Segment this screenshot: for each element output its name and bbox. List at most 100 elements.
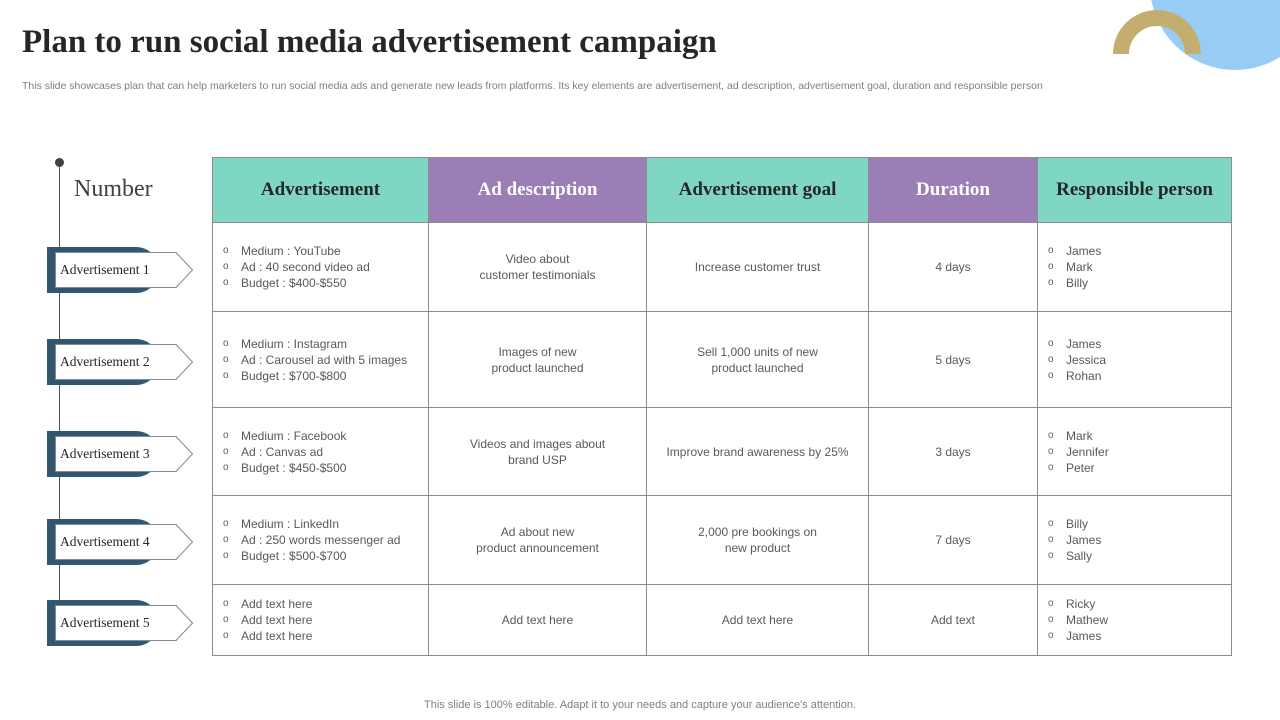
- responsible-person: James: [1048, 532, 1223, 548]
- table-row: Medium : YouTubeAd : 40 second video adB…: [212, 222, 1232, 312]
- responsible-person-cell: BillyJamesSally: [1037, 495, 1232, 585]
- column-header-advertisement-goal: Advertisement goal: [646, 157, 869, 223]
- timeline-line: [59, 163, 60, 645]
- advertisement-cell: Medium : YouTubeAd : 40 second video adB…: [212, 222, 429, 312]
- duration-cell: 4 days: [868, 222, 1038, 312]
- number-column-header: Number: [74, 176, 153, 202]
- duration-cell: 3 days: [868, 407, 1038, 496]
- responsible-person-list: JamesMarkBilly: [1048, 243, 1223, 291]
- advertisement-detail: Add text here: [223, 596, 420, 612]
- ad-description-line: product launched: [491, 360, 584, 375]
- advertisement-tag: Advertisement 4: [47, 519, 195, 565]
- column-header-advertisement: Advertisement: [212, 157, 429, 223]
- responsible-person-list: RickyMathewJames: [1048, 596, 1223, 644]
- responsible-person-cell: RickyMathewJames: [1037, 584, 1232, 656]
- advertisement-goal-cell: 2,000 pre bookings on new product: [646, 495, 869, 585]
- advertisement-goal-line: new product: [724, 541, 791, 555]
- ad-description-cell: Add text here: [428, 584, 647, 656]
- column-header-duration: Duration: [868, 157, 1038, 223]
- advertisement-tag: Advertisement 1: [47, 247, 195, 293]
- advertisement-tag-label: Advertisement 5: [55, 605, 193, 641]
- advertisement-detail: Budget : $500-$700: [223, 548, 420, 564]
- ad-description-cell: Videos and images about brand USP: [428, 407, 647, 496]
- advertisement-detail: Budget : $700-$800: [223, 368, 420, 384]
- ad-description-cell: Images of new product launched: [428, 311, 647, 408]
- advertisement-detail-list: Medium : InstagramAd : Carousel ad with …: [223, 336, 420, 384]
- advertisement-cell: Medium : InstagramAd : Carousel ad with …: [212, 311, 429, 408]
- responsible-person: Peter: [1048, 460, 1223, 476]
- advertisement-detail-list: Medium : LinkedInAd : 250 words messenge…: [223, 516, 420, 564]
- advertisement-cell: Medium : FacebookAd : Canvas adBudget : …: [212, 407, 429, 496]
- advertisement-goal-cell: Improve brand awareness by 25%: [646, 407, 869, 496]
- column-header-responsible-person: Responsible person: [1037, 157, 1232, 223]
- decorative-gold-arc: [1113, 10, 1201, 54]
- responsible-person-cell: JamesJessicaRohan: [1037, 311, 1232, 408]
- responsible-person: James: [1048, 628, 1223, 644]
- responsible-person: James: [1048, 243, 1223, 259]
- advertisement-detail: Medium : YouTube: [223, 243, 420, 259]
- advertisement-detail: Medium : Instagram: [223, 336, 420, 352]
- slide-title: Plan to run social media advertisement c…: [22, 24, 717, 60]
- responsible-person: Jessica: [1048, 352, 1223, 368]
- responsible-person: Billy: [1048, 275, 1223, 291]
- advertisement-goal-line: 2,000 pre bookings on: [698, 525, 817, 539]
- campaign-plan-table: Advertisement Ad description Advertiseme…: [212, 157, 1232, 656]
- advertisement-detail: Ad : 250 words messenger ad: [223, 532, 420, 548]
- responsible-person-list: JamesJessicaRohan: [1048, 336, 1223, 384]
- responsible-person: Billy: [1048, 516, 1223, 532]
- advertisement-goal-line: Sell 1,000 units of new: [697, 344, 818, 359]
- ad-description-line: Video about: [505, 252, 570, 266]
- advertisement-cell: Medium : LinkedInAd : 250 words messenge…: [212, 495, 429, 585]
- advertisement-goal-cell: Increase customer trust: [646, 222, 869, 312]
- responsible-person-cell: MarkJenniferPeter: [1037, 407, 1232, 496]
- advertisement-detail: Medium : LinkedIn: [223, 516, 420, 532]
- advertisement-goal-line: Improve brand awareness by 25%: [666, 444, 849, 459]
- advertisement-detail: Budget : $400-$550: [223, 275, 420, 291]
- advertisement-goal-cell: Sell 1,000 units of new product launched: [646, 311, 869, 408]
- table-row: Medium : FacebookAd : Canvas adBudget : …: [212, 407, 1232, 496]
- responsible-person: Mathew: [1048, 612, 1223, 628]
- advertisement-tag-label: Advertisement 2: [55, 344, 193, 380]
- table-header-row: Advertisement Ad description Advertiseme…: [212, 157, 1232, 223]
- advertisement-detail: Add text here: [223, 628, 420, 644]
- decorative-blue-circle: [1150, 0, 1280, 70]
- ad-description-line: brand USP: [508, 452, 567, 467]
- responsible-person: Mark: [1048, 428, 1223, 444]
- advertisement-goal-line: product launched: [711, 360, 804, 375]
- column-header-ad-description: Ad description: [428, 157, 647, 223]
- ad-description-line: customer testimonials: [479, 268, 596, 282]
- ad-description-line: product announcement: [476, 541, 599, 555]
- ad-description-line: Ad about new: [500, 525, 575, 539]
- duration-cell: Add text: [868, 584, 1038, 656]
- advertisement-detail-list: Medium : YouTubeAd : 40 second video adB…: [223, 243, 420, 291]
- responsible-person: Sally: [1048, 548, 1223, 564]
- ad-description-line: Images of new: [498, 344, 577, 359]
- footer-note: This slide is 100% editable. Adapt it to…: [424, 699, 856, 711]
- advertisement-detail: Add text here: [223, 612, 420, 628]
- slide-subtitle: This slide showcases plan that can help …: [22, 80, 1043, 92]
- responsible-person-list: MarkJenniferPeter: [1048, 428, 1223, 476]
- duration-cell: 5 days: [868, 311, 1038, 408]
- timeline-dot: [55, 158, 64, 167]
- responsible-person-cell: JamesMarkBilly: [1037, 222, 1232, 312]
- advertisement-detail: Ad : Carousel ad with 5 images: [223, 352, 420, 368]
- advertisement-goal-line: Increase customer trust: [694, 260, 821, 274]
- advertisement-tag: Advertisement 5: [47, 600, 195, 646]
- advertisement-goal-cell: Add text here: [646, 584, 869, 656]
- responsible-person-list: BillyJamesSally: [1048, 516, 1223, 564]
- advertisement-tag: Advertisement 2: [47, 339, 195, 385]
- table-row: Medium : LinkedInAd : 250 words messenge…: [212, 495, 1232, 585]
- advertisement-goal-line: Add text here: [721, 613, 794, 627]
- advertisement-detail: Budget : $450-$500: [223, 460, 420, 476]
- responsible-person: Rohan: [1048, 368, 1223, 384]
- ad-description-cell: Video about customer testimonials: [428, 222, 647, 312]
- advertisement-tag-label: Advertisement 1: [55, 252, 193, 288]
- ad-description-line: Videos and images about: [469, 436, 606, 451]
- advertisement-tag-label: Advertisement 3: [55, 436, 193, 472]
- responsible-person: Ricky: [1048, 596, 1223, 612]
- advertisement-detail-list: Medium : FacebookAd : Canvas adBudget : …: [223, 428, 420, 476]
- ad-description-cell: Ad about new product announcement: [428, 495, 647, 585]
